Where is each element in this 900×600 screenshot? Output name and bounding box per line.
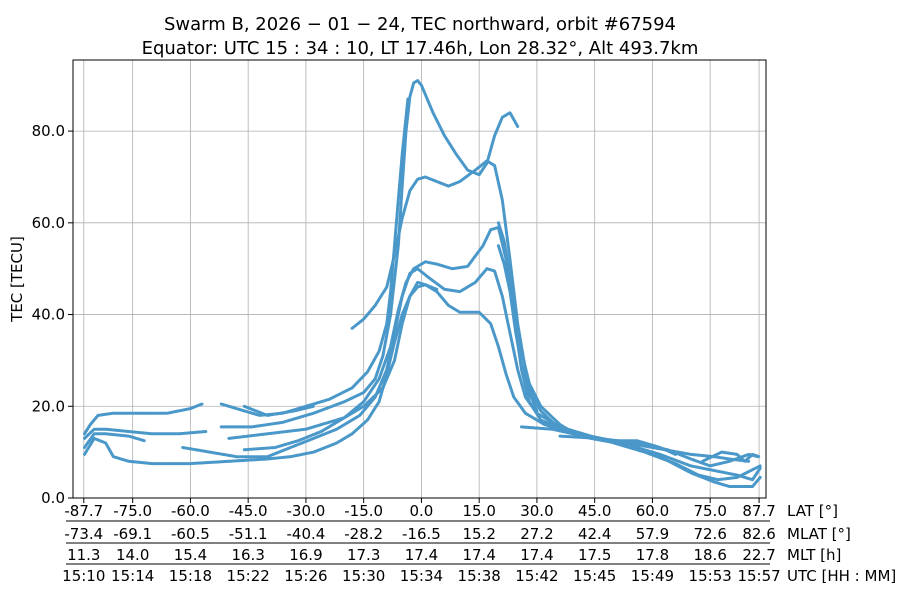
x-tick-label: 75.0: [693, 502, 726, 520]
series-arc-3: [83, 427, 208, 440]
series-arc-7: [242, 225, 762, 482]
y-tick-label: 40.0: [32, 306, 65, 324]
series-arc-13: [558, 434, 760, 468]
x-tick-label: 0.0: [409, 502, 433, 520]
x-tick-label: 15:38: [458, 567, 501, 585]
x-tick-label: 45.0: [578, 502, 611, 520]
x-tick-label: 15:22: [227, 567, 270, 585]
x-tick-label: 42.4: [578, 525, 611, 543]
x-tick-label: 22.7: [742, 546, 775, 564]
x-tick-label: 87.7: [742, 502, 775, 520]
x-tick-label: 18.6: [693, 546, 726, 564]
x-tick-label: 17.8: [636, 546, 669, 564]
x-tick-label: -28.2: [344, 525, 383, 543]
x-tick-label: -73.4: [64, 525, 103, 543]
x-axes: -87.7 -75.0 -60.0 -45.0 -30.0 -15.0 0.0 15.0 30.…: [62, 498, 896, 585]
x-tick-label: -45.0: [229, 502, 268, 520]
x-tick-label: 15.2: [462, 525, 495, 543]
x-tick-label: 16.3: [231, 546, 264, 564]
x-tick-label: 15:34: [400, 567, 443, 585]
series-arc-9: [219, 79, 520, 429]
x-tick-label: 15:18: [169, 567, 212, 585]
series-arc-14: [242, 404, 316, 417]
x-tick-label: 60.0: [636, 502, 669, 520]
x-tick-label: 27.2: [520, 525, 553, 543]
x-tick-label: 30.0: [520, 502, 553, 520]
x-tick-label: 15:42: [515, 567, 558, 585]
x-tick-label: 16.9: [289, 546, 322, 564]
x-tick-label: -30.0: [287, 502, 326, 520]
series-arc-1: [83, 402, 204, 436]
y-tick-label: 80.0: [32, 122, 65, 140]
x-tick-label: 72.6: [693, 525, 726, 543]
y-tick-label: 60.0: [32, 214, 65, 232]
x-tick-label: 15.4: [174, 546, 207, 564]
x-tick-label: 15:26: [284, 567, 327, 585]
series-arc-8: [350, 159, 762, 488]
x-tick-label: -69.1: [113, 525, 152, 543]
x-axis-label: MLAT [°]: [787, 525, 851, 543]
x-tick-label: 15:14: [111, 567, 154, 585]
series-arc-5: [83, 283, 751, 466]
x-tick-label: -87.7: [64, 502, 103, 520]
x-tick-label: 57.9: [636, 525, 669, 543]
x-tick-label: 11.3: [67, 546, 100, 564]
x-tick-label: 15:30: [342, 567, 385, 585]
series-arc-4: [83, 432, 146, 449]
x-axis-label: MLT [h]: [787, 546, 841, 564]
series-arc-11: [496, 221, 577, 436]
x-tick-label: -40.4: [287, 525, 326, 543]
x-tick-label: -60.5: [171, 525, 210, 543]
x-tick-label: 15:45: [573, 567, 616, 585]
y-tick-label: 0.0: [41, 489, 65, 507]
x-tick-label: 17.4: [405, 546, 438, 564]
x-tick-label: 15:10: [62, 567, 105, 585]
y-axis: 0.0 20.0 40.0 60.0 80.0: [32, 122, 73, 507]
x-tick-label: -75.0: [113, 502, 152, 520]
x-tick-label: -16.5: [402, 525, 441, 543]
series-arc-12: [496, 244, 539, 413]
y-tick-label: 20.0: [32, 397, 65, 415]
x-tick-label: 15:57: [737, 567, 780, 585]
series-arc-15: [520, 425, 677, 456]
y-axis-label: TEC [TECU]: [8, 236, 26, 323]
x-tick-label: 14.0: [116, 546, 149, 564]
x-axis-label: UTC [HH : MM]: [787, 567, 896, 585]
x-tick-label: 15.0: [462, 502, 495, 520]
plot-frame: [72, 59, 767, 499]
x-tick-label: 15:53: [689, 567, 732, 585]
x-tick-label: 82.6: [742, 525, 775, 543]
x-tick-label: 17.4: [462, 546, 495, 564]
x-tick-label: 17.5: [578, 546, 611, 564]
x-tick-label: -51.1: [229, 525, 268, 543]
chart-title-line-1: Swarm B, 2026 − 01 − 24, TEC northward, …: [164, 14, 676, 35]
data-series: [83, 79, 762, 488]
series-arc-10: [227, 280, 439, 440]
x-axis-label: LAT [°]: [787, 502, 838, 520]
chart-title-line-2: Equator: UTC 15 : 34 : 10, LT 17.46h, Lo…: [142, 38, 699, 59]
x-tick-label: 17.3: [347, 546, 380, 564]
series-arc-16: [701, 450, 761, 463]
x-tick-label: -15.0: [344, 502, 383, 520]
x-tick-label: -60.0: [171, 502, 210, 520]
x-tick-label: 15:49: [631, 567, 674, 585]
x-tick-label: 17.4: [520, 546, 553, 564]
